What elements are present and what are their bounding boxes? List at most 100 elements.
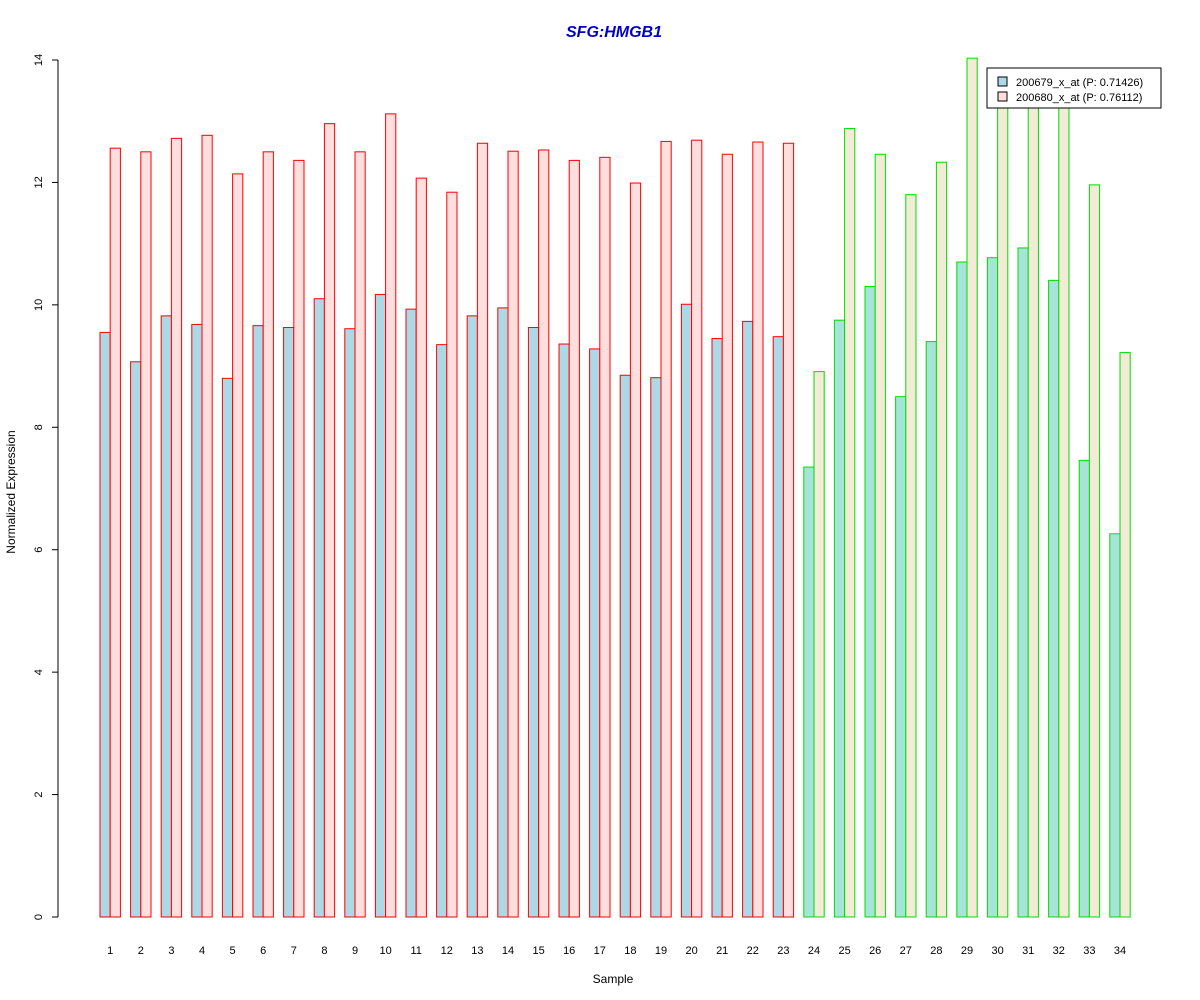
x-tick-label: 19 xyxy=(655,945,667,957)
bar-series-2-sample-29 xyxy=(966,57,978,918)
x-tick-label: 25 xyxy=(838,945,850,957)
bar-series-2-sample-19 xyxy=(660,140,672,918)
bar-series-2-sample-18 xyxy=(629,182,642,918)
x-tick-label: 14 xyxy=(502,945,514,957)
bar-series-2-sample-13 xyxy=(476,142,489,918)
chart-title: SFG:HMGB1 xyxy=(566,24,662,41)
bar-series-2-sample-21 xyxy=(721,153,733,918)
x-tick-label: 27 xyxy=(900,945,912,957)
bar-series-1-sample-10 xyxy=(374,293,387,918)
bar-series-1-sample-9 xyxy=(344,328,356,918)
bar-series-1-sample-16 xyxy=(558,343,570,918)
bar-series-2-sample-32 xyxy=(1058,96,1070,918)
bar-series-2-sample-22 xyxy=(752,141,764,918)
bar-series-2-sample-25 xyxy=(844,128,856,918)
legend-swatch-series-1 xyxy=(997,76,1008,87)
bar-series-1-sample-4 xyxy=(191,323,203,918)
bar-series-1-sample-23 xyxy=(772,336,784,918)
bar-series-1-sample-8 xyxy=(313,298,325,918)
x-tick-label: 24 xyxy=(808,945,820,957)
bar-series-2-sample-12 xyxy=(446,191,458,918)
x-tick-label: 5 xyxy=(230,945,236,957)
x-axis-labels: 1 2 3 4 5 6 7 8 9 10 11 12 13 14 15 16 17 18 19 20 21 22 23 24 2… xyxy=(107,945,1126,957)
bar-series-1-sample-22 xyxy=(742,320,754,918)
y-tick-label: 6 xyxy=(33,547,45,553)
bar-series-2-sample-4 xyxy=(201,134,213,918)
bar-series-2-sample-7 xyxy=(293,159,305,918)
bar-series-2-sample-16 xyxy=(568,159,580,918)
x-tick-label: 6 xyxy=(260,945,266,957)
y-tick-label: 12 xyxy=(33,176,45,188)
bar-series-2-sample-24 xyxy=(813,371,825,918)
bar-series-2-sample-31 xyxy=(1027,83,1039,918)
x-tick-label: 2 xyxy=(138,945,144,957)
bar-series-2-sample-23 xyxy=(782,142,795,918)
bar-series-1-sample-25 xyxy=(833,319,846,918)
x-tick-label: 30 xyxy=(991,945,1003,957)
x-axis-title: Sample xyxy=(593,972,634,986)
bar-series-1-sample-33 xyxy=(1078,459,1090,918)
x-tick-label: 1 xyxy=(107,945,113,957)
legend-label-series-1: 200679_x_at (P: 0.71426) xyxy=(1016,77,1143,89)
bar-series-1-sample-19 xyxy=(650,377,662,918)
y-tick-label: 0 xyxy=(33,914,45,920)
y-tick-label: 8 xyxy=(33,424,45,430)
bar-series-1-sample-12 xyxy=(436,344,448,918)
bar-series-1-sample-32 xyxy=(1048,279,1060,918)
bar-series-2-sample-8 xyxy=(323,123,336,918)
bar-series-1-sample-13 xyxy=(466,315,478,918)
bar-series-1-sample-18 xyxy=(619,374,631,918)
bar-series-2-sample-28 xyxy=(935,161,948,918)
bar-series-2-sample-30 xyxy=(997,90,1009,918)
bar-series-2-sample-14 xyxy=(507,150,519,918)
x-tick-label: 3 xyxy=(168,945,174,957)
x-tick-label: 22 xyxy=(747,945,759,957)
legend-box xyxy=(986,67,1162,109)
bar-series-1-sample-24 xyxy=(803,466,815,918)
x-tick-label: 23 xyxy=(777,945,789,957)
legend: 200679_x_at (P: 0.71426) 200680_x_at (P:… xyxy=(986,67,1162,109)
y-tick-label: 10 xyxy=(33,299,45,311)
bar-series-1-sample-20 xyxy=(680,303,693,918)
y-tick-label: 14 xyxy=(33,54,45,66)
x-tick-label: 7 xyxy=(291,945,297,957)
bar-series-2-sample-33 xyxy=(1088,184,1101,918)
bar-series-1-sample-17 xyxy=(589,348,601,918)
x-tick-label: 33 xyxy=(1083,945,1095,957)
bar-series-2-sample-27 xyxy=(905,194,917,918)
bar-series-2-sample-6 xyxy=(262,151,274,918)
bar-series-1-sample-6 xyxy=(252,325,264,918)
bar-series-1-sample-11 xyxy=(405,308,417,918)
y-tick-label: 2 xyxy=(33,792,45,798)
x-tick-label: 16 xyxy=(563,945,575,957)
bar-series-2-sample-9 xyxy=(354,151,366,918)
bar-series-1-sample-15 xyxy=(527,327,540,918)
bar-series-1-sample-2 xyxy=(130,361,142,918)
x-tick-label: 21 xyxy=(716,945,728,957)
bar-series-2-sample-26 xyxy=(874,153,886,918)
bar-series-1-sample-14 xyxy=(497,307,509,918)
bar-series-1-sample-5 xyxy=(221,377,234,918)
x-tick-label: 29 xyxy=(961,945,973,957)
x-tick-label: 9 xyxy=(352,945,358,957)
bar-series-2-sample-15 xyxy=(538,149,550,918)
bar-series-1-sample-27 xyxy=(895,396,907,918)
bar-series-1-sample-1 xyxy=(99,331,111,918)
x-tick-label: 32 xyxy=(1053,945,1065,957)
bar-series-1-sample-26 xyxy=(864,285,876,918)
bar-series-1-sample-30 xyxy=(986,257,999,918)
bar-series-1-sample-34 xyxy=(1109,533,1121,918)
y-axis-title: Normalized Expression xyxy=(4,430,18,553)
x-tick-label: 8 xyxy=(321,945,327,957)
bar-series-1-sample-29 xyxy=(956,261,968,918)
bar-series-1-sample-7 xyxy=(283,327,295,918)
x-tick-label: 12 xyxy=(441,945,453,957)
legend-swatch-series-2 xyxy=(997,91,1008,102)
y-tick-label: 4 xyxy=(33,669,45,675)
x-tick-label: 26 xyxy=(869,945,881,957)
bar-series-2-sample-5 xyxy=(232,173,244,918)
bar-series-1-sample-21 xyxy=(711,338,723,918)
bar-series-2-sample-1 xyxy=(109,147,121,918)
bars xyxy=(99,57,1131,918)
